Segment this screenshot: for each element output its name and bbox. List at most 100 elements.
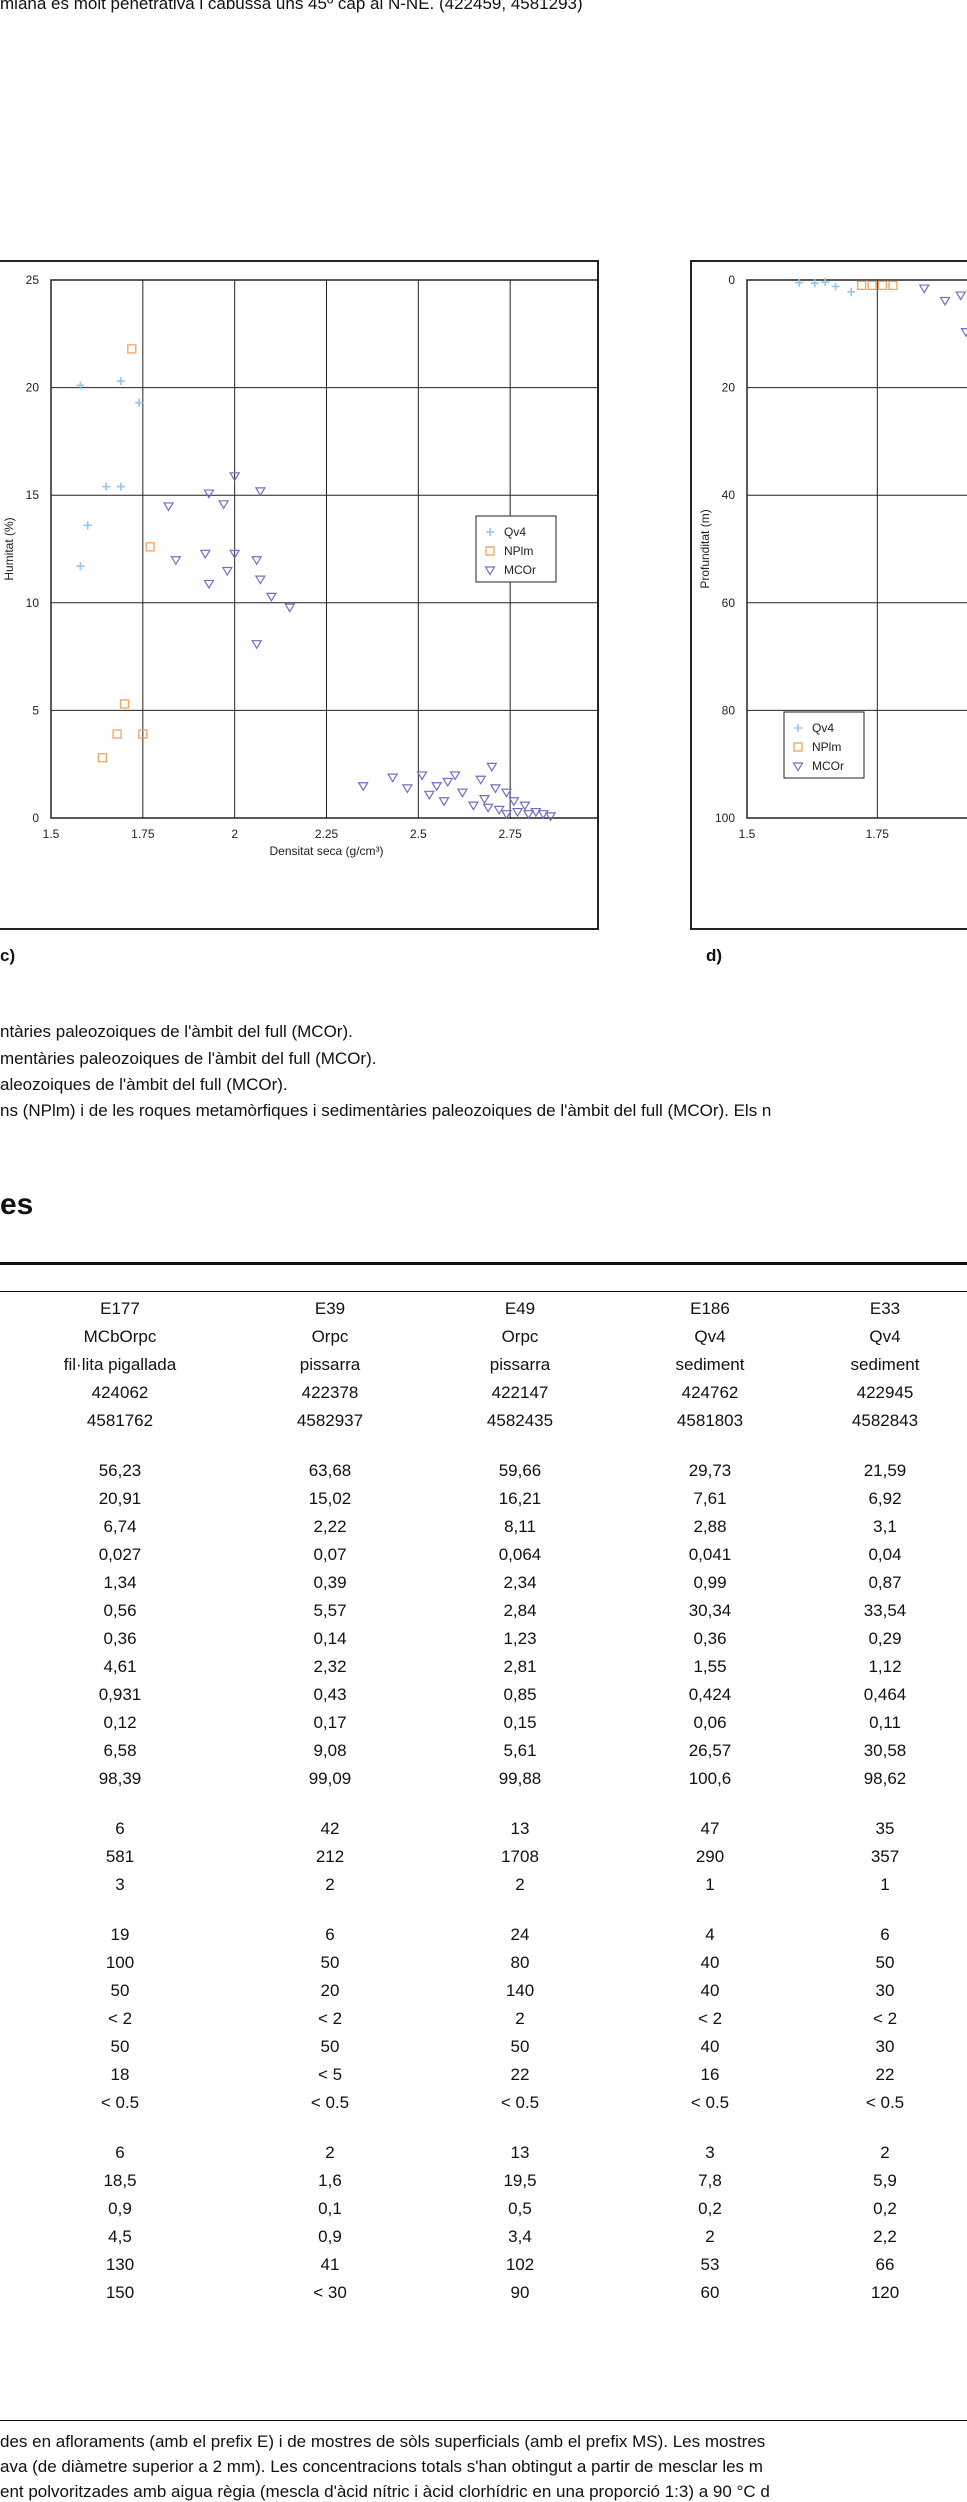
legend-label: Qv4: [504, 525, 526, 539]
table-cell: 24: [510, 1925, 530, 1944]
data-point: [456, 788, 468, 798]
table-cell: 1: [705, 1875, 715, 1894]
data-point: [254, 575, 266, 585]
table-cell: 0,14: [313, 1629, 347, 1648]
x-tick-label: 2: [231, 827, 238, 841]
group-gap: [435, 1435, 605, 1457]
data-point: [794, 724, 802, 732]
data-point: [203, 489, 215, 499]
data-point: [795, 278, 804, 287]
table-cell: 3,1: [873, 1517, 897, 1536]
table-cell: 0,464: [863, 1685, 907, 1704]
y-tick-label: 5: [32, 703, 39, 717]
table-cell: 29,73: [688, 1461, 732, 1480]
table-cell: 0,36: [103, 1629, 137, 1648]
data-point: [486, 762, 498, 773]
table-cell: 50: [320, 2037, 340, 2056]
table-cell: 1,55: [693, 1657, 727, 1676]
group-gap: [625, 2117, 795, 2139]
table-cell: < 2: [872, 2009, 898, 2028]
table-cell: 0,424: [688, 1685, 732, 1704]
data-point: [489, 784, 502, 794]
data-point: [475, 775, 487, 785]
data-point: [116, 377, 125, 386]
table-cell: < 2: [317, 2009, 343, 2028]
table-cell: < 5: [317, 2065, 343, 2084]
data-point: [810, 279, 819, 288]
table-cell: 0,04: [868, 1545, 902, 1564]
x-tick-label: 2.75: [498, 827, 522, 841]
table-cell: 5,61: [503, 1741, 537, 1760]
legend-label: Qv4: [812, 721, 834, 735]
group-gap: [35, 1793, 205, 1815]
table-cell: 19: [110, 1925, 130, 1944]
table-cell: 9,08: [313, 1741, 347, 1760]
table-cell: 0,1: [318, 2199, 342, 2218]
caption-line-3: aleozoiques de l'àmbit del full (MCOr).: [0, 1075, 288, 1094]
table-cell: 1,23: [503, 1629, 537, 1648]
table-cell: 0,9: [318, 2227, 342, 2246]
table-cell: 30: [875, 2037, 895, 2056]
table-cell: 150: [105, 2283, 135, 2302]
sample-id: E39: [314, 1299, 346, 1318]
table-cell: 40: [700, 1953, 720, 1972]
data-point: [76, 381, 85, 390]
table-cell: 0,11: [869, 1713, 901, 1732]
table-column: E33 Qv4 sediment 422945 4582843 21,59 6,92 3,1 0…: [800, 1295, 967, 2307]
header-cell: 4582435: [486, 1411, 554, 1430]
data-point: [482, 803, 494, 813]
data-point: [119, 699, 130, 709]
header-cell: 424062: [91, 1383, 149, 1402]
data-point: [530, 807, 542, 818]
legend-label: NPlm: [504, 544, 533, 558]
data-point: [486, 528, 494, 536]
sample-id: E177: [100, 1299, 140, 1318]
table-cell: 6,58: [103, 1741, 137, 1760]
table-cell: 0,064: [498, 1545, 542, 1564]
y-tick-label: 20: [722, 381, 736, 395]
header-cell: Qv4: [694, 1327, 726, 1346]
header-cell: Orpc: [311, 1327, 349, 1346]
data-point: [431, 782, 443, 792]
plot-frame: [746, 279, 967, 819]
table-cell: 2: [880, 2143, 890, 2162]
table-cell: 0,36: [693, 1629, 727, 1648]
table-cell: 0,17: [313, 1713, 347, 1732]
data-point: [229, 549, 241, 559]
data-point: [960, 328, 967, 338]
table-cell: 42: [320, 1819, 340, 1838]
x-tick-label: 1.75: [866, 827, 890, 841]
group-gap: [625, 1899, 795, 1921]
data-point: [485, 546, 495, 556]
table-cell: 290: [695, 1847, 725, 1866]
table-cell: 47: [700, 1819, 720, 1838]
table-cell: 53: [700, 2255, 720, 2274]
table-cell: 50: [110, 2037, 130, 2056]
table-cell: 0,85: [503, 1685, 537, 1704]
table-cell: < 0.5: [310, 2093, 350, 2112]
y-axis-label: Profunditat (m): [698, 509, 712, 588]
data-point: [221, 566, 233, 577]
group-gap: [625, 1793, 795, 1815]
table-cell: 5,57: [313, 1601, 347, 1620]
table-column: E39 Orpc pissarra 422378 4582937 63,68 15,02 2,…: [245, 1295, 415, 2307]
table-cell: 0,43: [313, 1685, 347, 1704]
table-cell: 5,9: [873, 2171, 897, 2190]
group-gap: [245, 1899, 415, 1921]
table-cell: 18,5: [103, 2171, 137, 2190]
table-column: E177 MCbOrpc fil·lita pigallada 424062 45817…: [35, 1295, 205, 2307]
plot-d-panel: 1.5 1.75 0 20 40 60 80 100 Profunditat (m) Qv4 NPl…: [690, 260, 967, 930]
table-cell: 6: [115, 1819, 125, 1838]
data-point: [857, 280, 867, 291]
legend-label: MCOr: [812, 759, 844, 773]
data-point: [537, 810, 549, 820]
data-point: [877, 280, 888, 291]
data-point: [519, 801, 531, 811]
data-point: [442, 777, 454, 788]
table-cell: 2,2: [873, 2227, 897, 2246]
table-column: E186 Qv4 sediment 424762 4581803 29,73 7,61 2,8…: [625, 1295, 795, 2307]
table-cell: 0,87: [868, 1573, 902, 1592]
table-column: E49 Orpc pissarra 422147 4582435 59,66 16,21 8,…: [435, 1295, 605, 2307]
y-tick-label: 100: [715, 811, 735, 825]
table-cell: 0,931: [98, 1685, 142, 1704]
